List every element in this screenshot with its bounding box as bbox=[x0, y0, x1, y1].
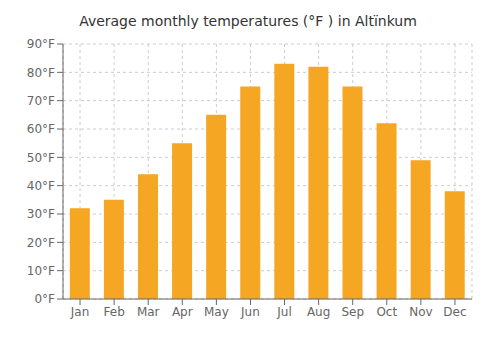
svg-text:Jun: Jun bbox=[240, 305, 260, 319]
svg-text:40°F: 40°F bbox=[27, 179, 55, 193]
svg-text:Aug: Aug bbox=[307, 305, 330, 319]
svg-text:Mar: Mar bbox=[137, 305, 160, 319]
svg-text:May: May bbox=[204, 305, 229, 319]
svg-text:Apr: Apr bbox=[172, 305, 193, 319]
svg-text:20°F: 20°F bbox=[27, 236, 55, 250]
svg-text:Jan: Jan bbox=[70, 305, 90, 319]
svg-text:10°F: 10°F bbox=[27, 264, 55, 278]
html-text:Average monthly temperatures (: Average monthly temperatures (°F ) in Al… bbox=[79, 13, 417, 29]
svg-text:90°F: 90°F bbox=[27, 37, 55, 51]
svg-text:80°F: 80°F bbox=[27, 66, 55, 80]
svg-text:30°F: 30°F bbox=[27, 207, 55, 221]
svg-text:50°F: 50°F bbox=[27, 151, 55, 165]
svg-text:Nov: Nov bbox=[409, 305, 432, 319]
svg-text:Jul: Jul bbox=[276, 305, 291, 319]
svg-text:Feb: Feb bbox=[104, 305, 125, 319]
svg-text:0°F: 0°F bbox=[34, 292, 55, 306]
svg-text:70°F: 70°F bbox=[27, 94, 55, 108]
svg-text:60°F: 60°F bbox=[27, 122, 55, 136]
svg-text:Oct: Oct bbox=[376, 305, 397, 319]
svg-text:Sep: Sep bbox=[341, 305, 364, 319]
svg-text:Dec: Dec bbox=[443, 305, 466, 319]
